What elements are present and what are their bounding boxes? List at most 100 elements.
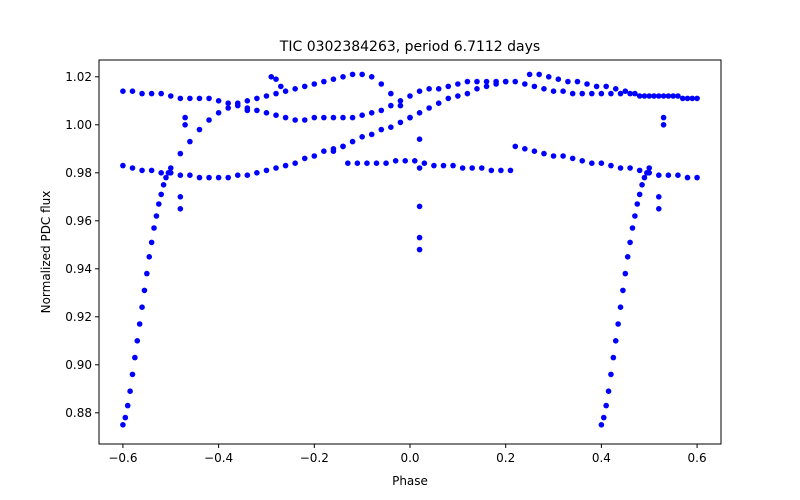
y-tick-label: 1.00 xyxy=(65,118,92,132)
data-point xyxy=(440,162,447,169)
data-point xyxy=(600,414,607,421)
data-point xyxy=(522,146,528,152)
data-point xyxy=(139,304,145,311)
y-tick-label: 0.90 xyxy=(65,358,92,372)
data-point xyxy=(254,170,260,176)
data-point xyxy=(340,114,346,121)
data-point xyxy=(146,253,153,260)
data-point xyxy=(392,158,399,164)
data-point xyxy=(378,126,385,133)
x-tick-label: 0.0 xyxy=(400,451,419,465)
data-point xyxy=(598,90,605,97)
data-point xyxy=(502,78,509,85)
data-point xyxy=(478,165,485,171)
y-axis-label: Normalized PDC flux xyxy=(39,191,53,314)
y-tick-label: 0.88 xyxy=(65,406,92,420)
data-point xyxy=(624,253,631,260)
data-point xyxy=(431,162,437,169)
data-point xyxy=(378,81,385,87)
data-point xyxy=(141,287,148,294)
y-axis-ticks: 0.88 0.90 0.92 0.94 0.96 0.98 1.00 1.02 xyxy=(65,70,99,420)
data-point xyxy=(584,81,590,87)
data-point xyxy=(244,172,251,178)
data-point xyxy=(610,354,617,361)
data-point xyxy=(474,86,480,92)
data-point xyxy=(388,124,394,130)
x-tick-label: −0.4 xyxy=(204,451,233,465)
data-point xyxy=(608,162,614,169)
data-point xyxy=(632,213,638,219)
data-point xyxy=(426,105,432,111)
data-point xyxy=(292,86,298,92)
data-point xyxy=(550,88,557,94)
data-point xyxy=(330,114,337,121)
data-point xyxy=(435,100,442,106)
data-point xyxy=(636,191,643,198)
data-point xyxy=(636,93,643,99)
data-point xyxy=(411,158,418,164)
data-point xyxy=(656,206,662,212)
data-point xyxy=(469,165,476,171)
data-point xyxy=(182,114,188,121)
data-point xyxy=(254,107,260,114)
data-point xyxy=(589,160,595,166)
data-point xyxy=(139,167,145,174)
data-point xyxy=(459,165,466,171)
data-point xyxy=(634,201,641,207)
data-point xyxy=(292,160,298,166)
data-point xyxy=(483,83,490,90)
data-point xyxy=(464,90,471,97)
data-point xyxy=(158,90,164,97)
data-point xyxy=(684,95,691,102)
data-point xyxy=(273,76,279,82)
y-tick-label: 0.98 xyxy=(65,166,92,180)
data-point xyxy=(416,88,423,94)
data-point xyxy=(629,225,636,231)
data-point xyxy=(407,114,413,121)
data-point xyxy=(139,90,145,97)
data-point xyxy=(636,167,643,174)
x-tick-label: −0.2 xyxy=(300,451,329,465)
data-point xyxy=(321,78,327,85)
x-axis-ticks: −0.6 −0.4 −0.2 0.0 0.2 0.4 0.6 xyxy=(108,444,707,465)
data-point xyxy=(167,93,174,99)
x-tick-label: −0.6 xyxy=(108,451,137,465)
data-point xyxy=(120,88,126,94)
data-point xyxy=(340,143,346,150)
data-point xyxy=(273,90,279,97)
data-point xyxy=(215,98,222,104)
data-point xyxy=(397,102,404,109)
data-point xyxy=(132,354,138,361)
data-point xyxy=(359,134,365,140)
data-point xyxy=(545,74,552,80)
data-point xyxy=(565,78,571,85)
data-point xyxy=(148,167,155,174)
data-point xyxy=(402,158,409,164)
data-point xyxy=(656,194,662,200)
data-point xyxy=(349,114,356,121)
data-point xyxy=(574,78,581,85)
data-point xyxy=(455,81,461,87)
data-point xyxy=(234,100,241,106)
data-point xyxy=(278,83,284,90)
data-point xyxy=(416,110,423,116)
data-point xyxy=(196,174,203,181)
data-point xyxy=(148,239,155,246)
data-point xyxy=(368,74,375,80)
data-point xyxy=(421,160,428,166)
data-point xyxy=(426,86,432,92)
x-tick-label: 0.2 xyxy=(496,451,515,465)
x-axis-label: Phase xyxy=(392,474,428,488)
data-point xyxy=(660,114,667,121)
data-point xyxy=(593,83,600,90)
data-point xyxy=(206,174,212,181)
data-point xyxy=(244,107,251,114)
data-point xyxy=(282,88,289,94)
data-point xyxy=(206,95,212,102)
data-point xyxy=(388,90,394,97)
data-point xyxy=(129,371,136,378)
data-point xyxy=(512,143,519,150)
data-point xyxy=(646,93,653,99)
data-point xyxy=(215,110,222,116)
